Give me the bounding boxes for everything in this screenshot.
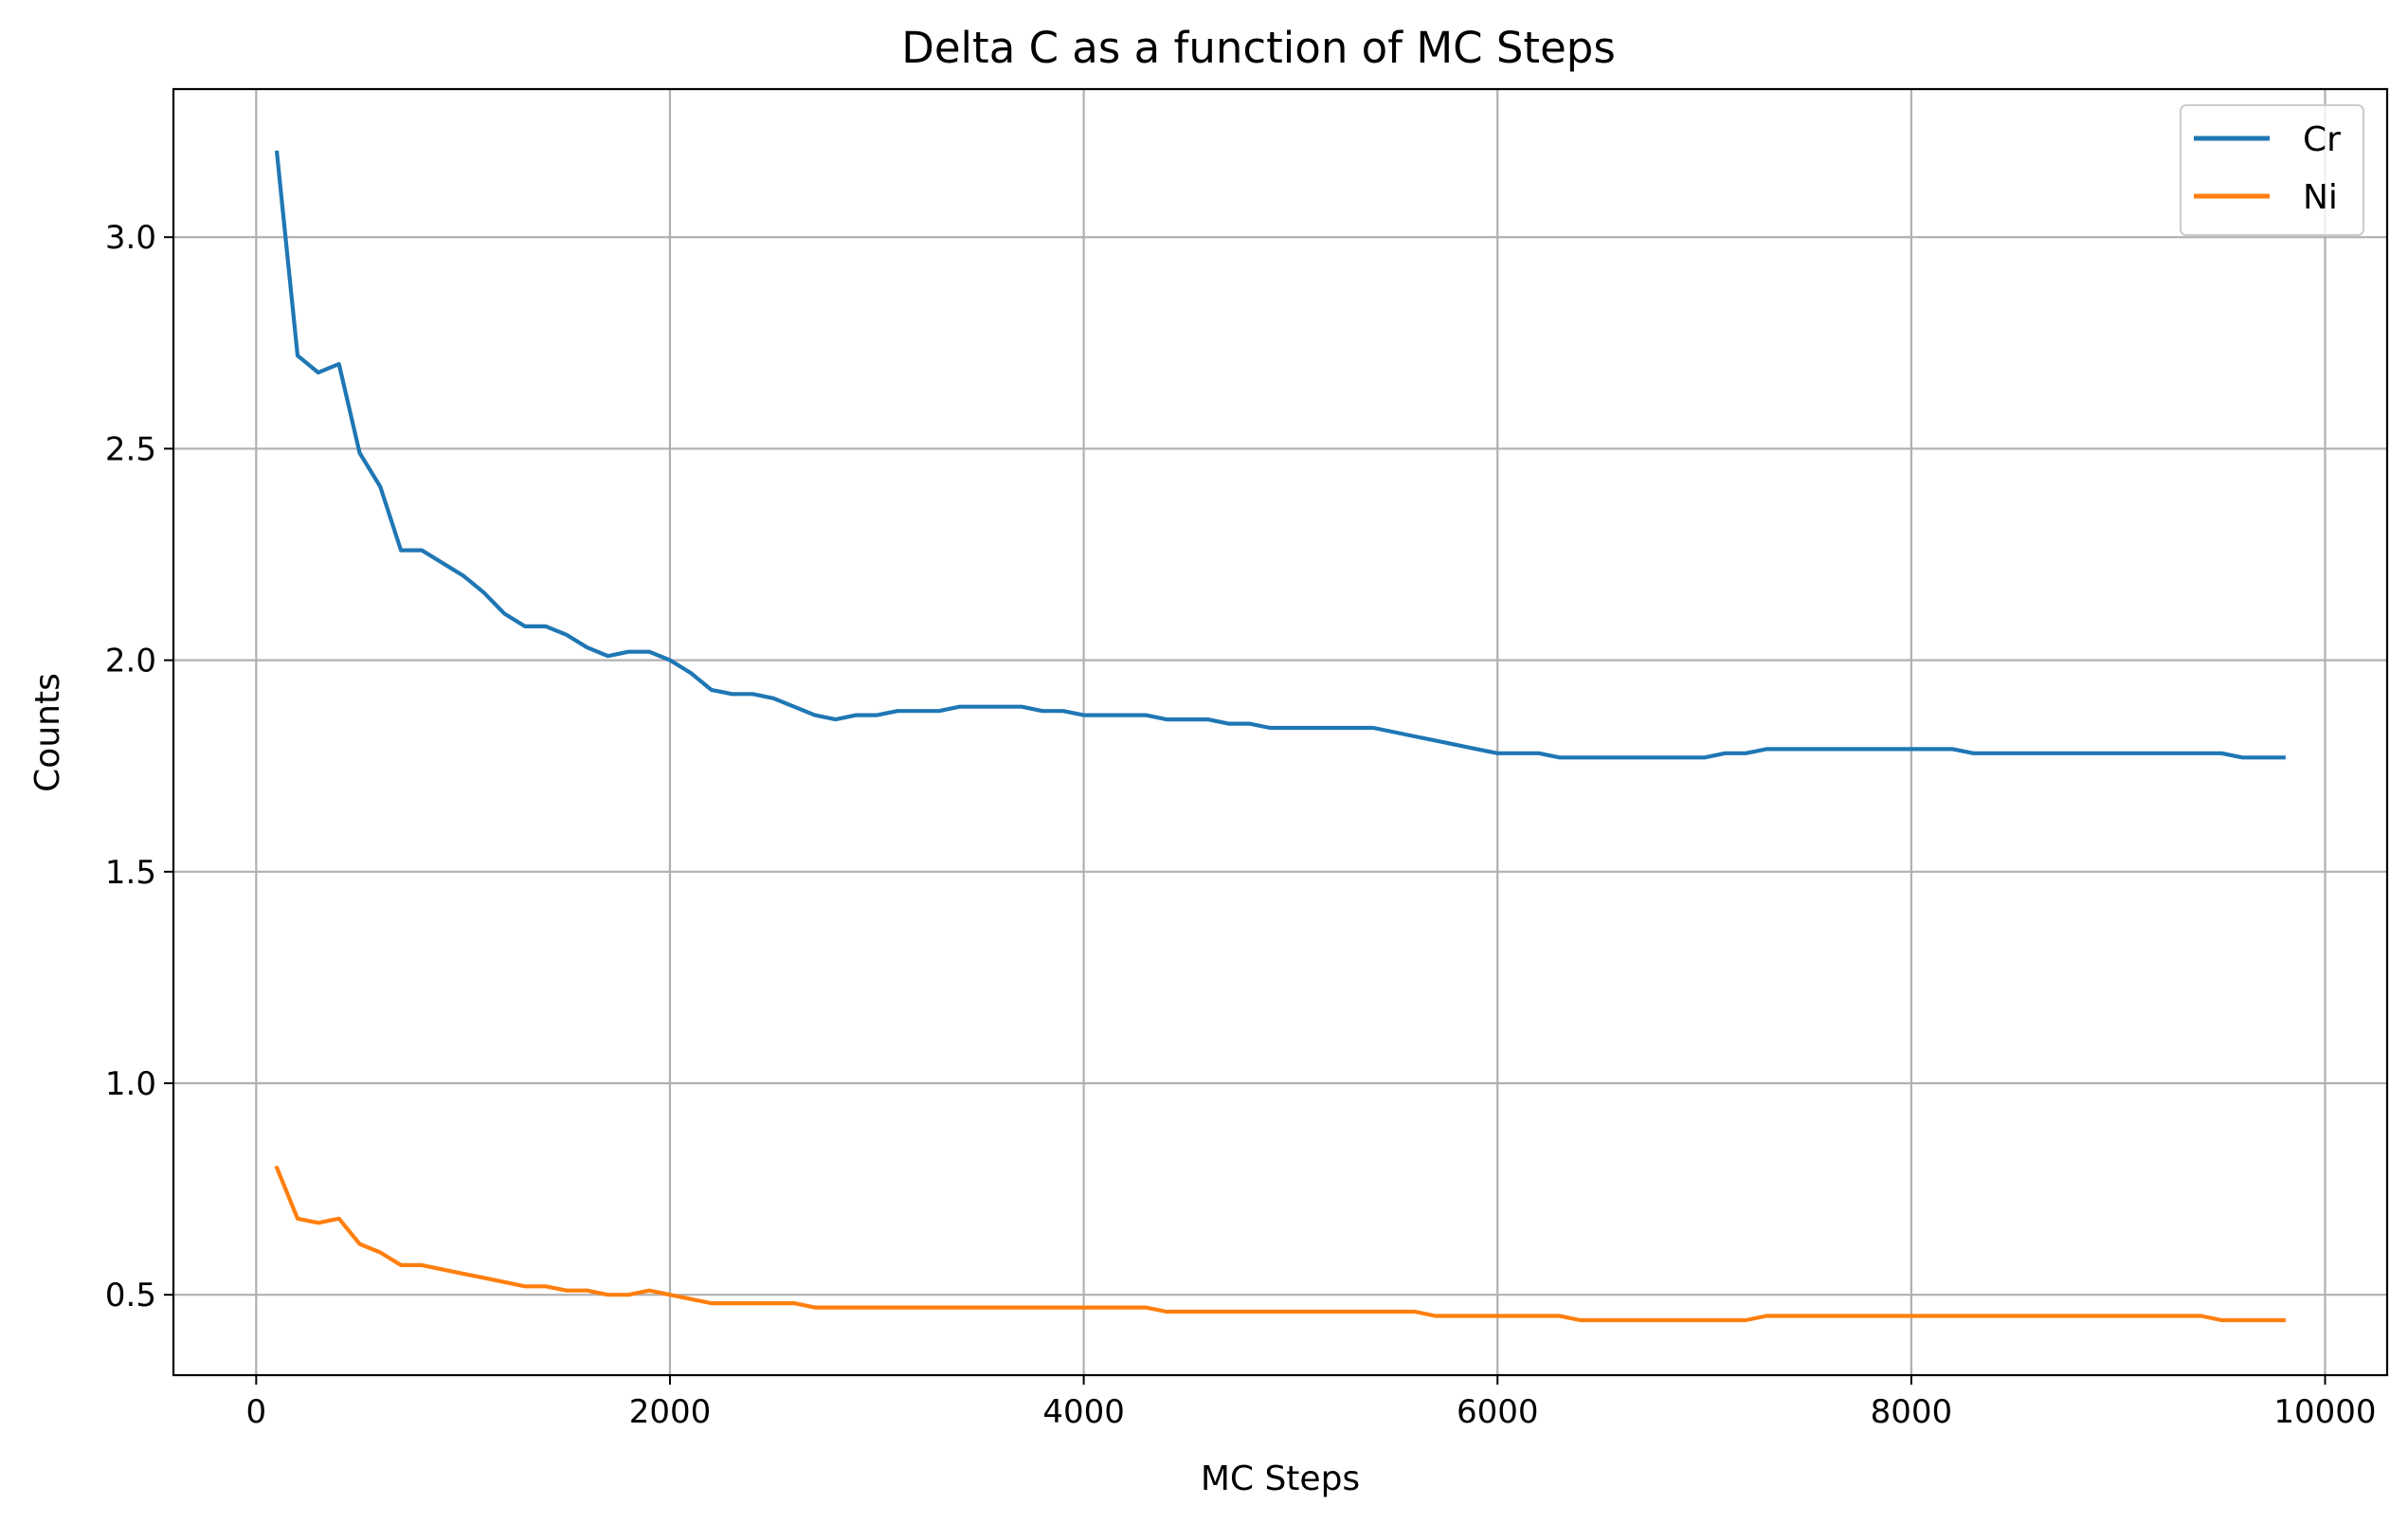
- y-axis-label: Counts: [28, 673, 67, 792]
- y-tick-label: 1.5: [105, 854, 156, 892]
- plot-area-frame: [172, 87, 2389, 1377]
- legend: Cr Ni: [2180, 104, 2364, 236]
- x-tick-label: 8000: [1871, 1393, 1953, 1431]
- series-lines: [274, 150, 2286, 1323]
- x-tick-label: 10000: [2273, 1393, 2376, 1431]
- ticks: 0 2000 4000 6000 8000 10000 0.5 1.0 1.5 2.0 2.5 3.0: [105, 219, 2377, 1431]
- y-tick-label: 2.5: [105, 430, 156, 468]
- grid: [173, 89, 2387, 1375]
- chart-title: Delta C as a function of MC Steps: [901, 23, 1616, 73]
- series-line-ni: [274, 1165, 2286, 1323]
- y-tick-label: 2.0: [105, 643, 156, 680]
- series-line-cr: [274, 150, 2286, 760]
- legend-label-ni: Ni: [2303, 178, 2338, 217]
- y-tick-label: 1.0: [105, 1065, 156, 1103]
- x-tick-label: 0: [246, 1393, 267, 1431]
- legend-label-cr: Cr: [2303, 120, 2341, 159]
- x-tick-label: 6000: [1457, 1393, 1539, 1431]
- x-tick-label: 2000: [629, 1393, 712, 1431]
- y-tick-label: 0.5: [105, 1277, 156, 1314]
- x-tick-label: 4000: [1042, 1393, 1125, 1431]
- y-tick-label: 3.0: [105, 219, 156, 257]
- x-axis-label: MC Steps: [1201, 1460, 1360, 1498]
